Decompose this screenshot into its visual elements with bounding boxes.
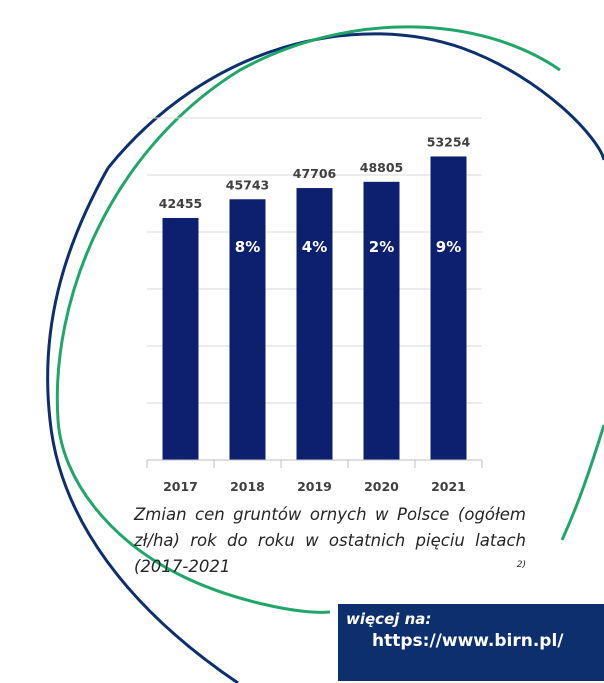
green-arc — [55, 25, 561, 421]
bar-value-label: 53254 — [427, 134, 471, 149]
more-label: więcej na: — [346, 610, 432, 628]
website-link[interactable]: https://www.birn.pl/ — [372, 631, 564, 651]
caption-text: Zmian cen gruntów ornych w Polsce (ogółe… — [134, 505, 526, 576]
x-tick-label: 2021 — [431, 479, 466, 494]
bar — [229, 199, 266, 460]
bar-value-label: 47706 — [293, 166, 337, 181]
x-tick-label: 2020 — [364, 479, 399, 494]
bar — [430, 156, 467, 460]
navy-arc-left — [46, 167, 239, 683]
bar-change-label: 4% — [302, 238, 327, 256]
green-arc-right — [560, 424, 604, 541]
bar — [162, 218, 199, 460]
x-axis: 2017 2018 2019 2020 2021 — [146, 459, 483, 494]
x-tick-label: 2019 — [297, 479, 332, 494]
bar-change-label: 2% — [369, 238, 394, 256]
bar-value-label: 48805 — [360, 160, 404, 175]
green-arc-bottom — [56, 419, 331, 614]
bar-change-label: 9% — [436, 238, 461, 256]
navy-arc — [106, 32, 604, 169]
bar-value-label: 45743 — [226, 177, 270, 192]
x-tick-label: 2017 — [163, 479, 198, 494]
caption-footnote: 2) — [516, 560, 526, 570]
bar-value-label: 42455 — [159, 196, 203, 211]
x-tick-label: 2018 — [230, 479, 265, 494]
bar-change-label: 8% — [235, 238, 260, 256]
chart-caption: Zmian cen gruntów ornych w Polsce (ogółe… — [134, 502, 526, 580]
bar — [296, 188, 333, 460]
bar — [363, 181, 400, 460]
more-info-box[interactable]: więcej na: https://www.birn.pl/ — [338, 604, 604, 681]
bars: 42455 45743 8% 47706 4% 48805 2% 53254 9% — [159, 134, 471, 460]
